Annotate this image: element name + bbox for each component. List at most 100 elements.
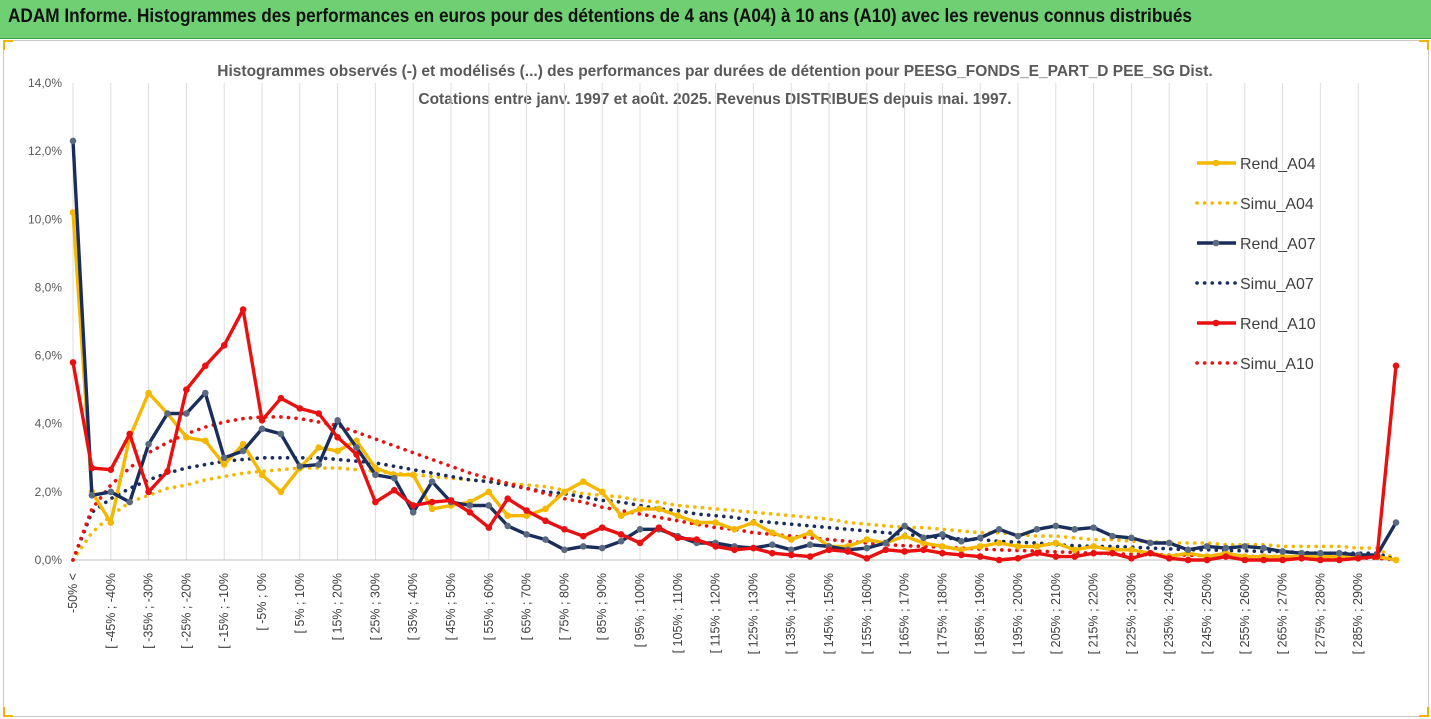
data-point [617, 531, 625, 538]
x-tick-label: [ 115% ; 120% [709, 573, 723, 653]
data-point [787, 546, 795, 554]
data-point [863, 544, 871, 552]
data-point [1147, 549, 1154, 557]
data-point [1222, 553, 1230, 560]
data-point [882, 546, 889, 554]
data-point [561, 526, 568, 533]
data-point [636, 526, 644, 533]
data-point [580, 543, 587, 550]
data-point [1298, 549, 1305, 557]
data-point [598, 524, 606, 531]
data-point [1128, 546, 1135, 554]
data-point [863, 554, 871, 562]
data-point [315, 444, 323, 451]
data-point [258, 417, 266, 424]
data-point [769, 549, 776, 557]
data-point [598, 544, 606, 552]
data-point [296, 463, 304, 470]
data-point [220, 461, 228, 468]
legend-label: Simu_A07 [1240, 276, 1314, 293]
data-point [655, 505, 663, 513]
y-axis: 0,0% 2,0% 4,0% 6,0% 8,0% 10,0% 12,0% 14,0% [28, 76, 62, 567]
data-point [674, 512, 682, 520]
data-point [901, 532, 908, 540]
data-point [1014, 543, 1022, 550]
resize-handle-top-right[interactable] [1419, 40, 1429, 50]
data-point [220, 454, 228, 462]
data-point [1090, 543, 1097, 550]
data-point [769, 529, 776, 537]
y-tick-label: 2,0% [35, 485, 63, 499]
x-tick-label: [ 145% ; 150% [822, 573, 836, 654]
data-point [258, 425, 266, 433]
data-point [1071, 526, 1078, 533]
x-tick-label: [ 245% ; 250% [1200, 573, 1214, 654]
data-point [145, 389, 152, 397]
data-point [69, 137, 77, 145]
data-point [995, 556, 1003, 564]
x-tick-label: [ 285% ; 290% [1351, 573, 1365, 654]
x-tick-label: [ -35% ; -30% [142, 573, 156, 649]
data-point [1184, 556, 1192, 564]
data-point [485, 488, 493, 496]
x-tick-label: [ 165% ; 170% [898, 573, 912, 654]
legend-label: Rend_A10 [1240, 316, 1316, 333]
data-point [617, 512, 625, 520]
data-point [958, 546, 965, 554]
data-point [939, 549, 946, 557]
data-point [1298, 554, 1305, 562]
chart-frame [3, 40, 1429, 717]
data-point [277, 488, 285, 496]
y-tick-label: 12,0% [28, 144, 62, 158]
data-point [1071, 553, 1078, 560]
data-point [1128, 554, 1135, 562]
data-point [523, 512, 530, 520]
legend-item-rend-a04[interactable]: Rend_A04 [1197, 156, 1316, 173]
resize-handle-bottom-right[interactable] [1419, 707, 1429, 717]
x-tick-label: [ 215% ; 220% [1087, 573, 1101, 654]
data-point [69, 209, 77, 216]
data-point [561, 546, 568, 554]
data-point [202, 362, 209, 370]
resize-handle-bottom-left[interactable] [3, 707, 13, 717]
x-tick-label: [ 155% ; 160% [860, 573, 874, 654]
x-tick-label: [ 105% ; 110% [671, 573, 685, 653]
data-point [787, 536, 795, 543]
legend-item-rend-a07[interactable]: Rend_A07 [1197, 236, 1316, 253]
legend[interactable]: Rend_A04 Simu_A04 Rend_A07 Simu_A07 Rend_A10… [1195, 156, 1316, 373]
data-point [164, 468, 171, 475]
data-point [731, 546, 738, 554]
legend-item-simu-a10[interactable]: Simu_A10 [1195, 356, 1314, 373]
x-tick-label: [ 205% ; 210% [1049, 573, 1063, 654]
legend-item-rend-a10[interactable]: Rend_A10 [1197, 316, 1316, 333]
data-point [504, 522, 512, 530]
data-point [277, 430, 285, 438]
data-point [750, 519, 757, 526]
y-tick-label: 14,0% [28, 76, 62, 90]
data-point [145, 440, 152, 448]
data-point [1203, 556, 1211, 564]
x-tick-label: [ 45% ; 50% [444, 573, 458, 640]
data-point [1279, 556, 1286, 564]
x-tick-label: [ 95% ; 100% [633, 573, 647, 647]
legend-item-simu-a04[interactable]: Simu_A04 [1195, 196, 1314, 213]
data-point [1392, 519, 1400, 526]
data-point [542, 517, 549, 525]
data-point [1336, 549, 1343, 557]
data-point [1071, 546, 1078, 554]
y-tick-label: 0,0% [35, 553, 63, 567]
series-rend-a10 [69, 306, 1400, 564]
resize-handle-top-left[interactable] [3, 40, 13, 50]
legend-item-simu-a07[interactable]: Simu_A07 [1195, 276, 1314, 293]
data-point [202, 389, 209, 397]
data-point [712, 519, 719, 526]
data-point [844, 548, 852, 555]
data-point [391, 474, 398, 482]
report-title: ADAM Informe. Histogrammes des performan… [8, 6, 1192, 27]
legend-label: Rend_A07 [1240, 236, 1316, 253]
data-point [409, 502, 417, 509]
data-point [1203, 543, 1211, 550]
data-point [447, 497, 455, 504]
data-point [69, 359, 77, 366]
